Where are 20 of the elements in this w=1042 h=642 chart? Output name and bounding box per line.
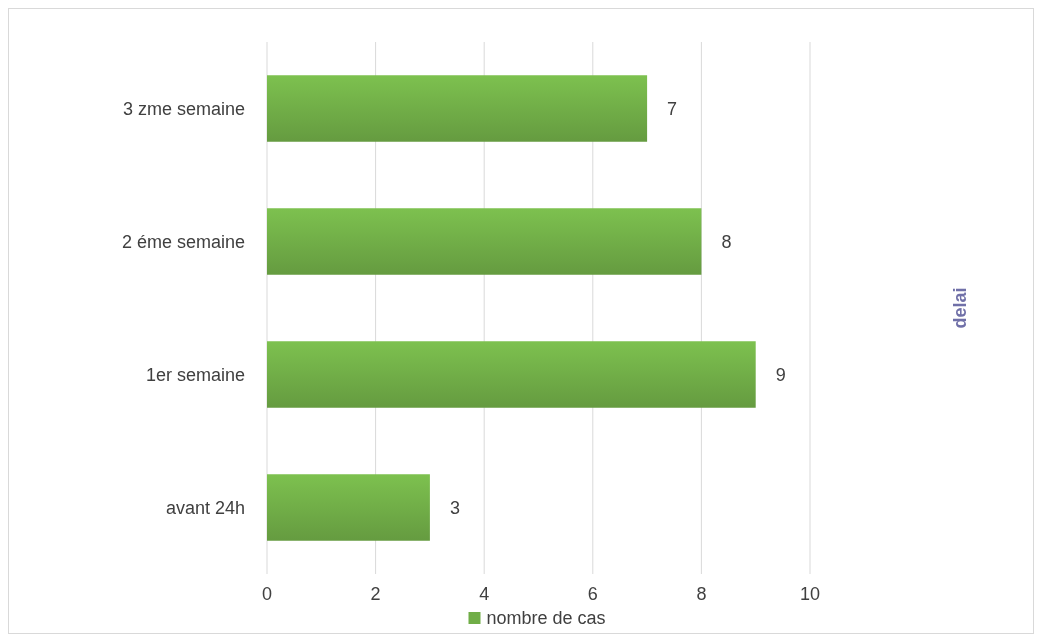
data-label: 9 [775,364,786,385]
x-tick-label: 8 [696,584,707,604]
y-tick-label: 3 zme semaine [122,98,245,119]
data-label: 7 [667,98,678,119]
x-tick-label: 2 [370,584,381,604]
x-tick-label: 4 [479,584,490,604]
bar [267,208,702,275]
x-tick-label: 0 [261,584,273,604]
x-tick-label: 6 [587,584,598,604]
text: delai [950,287,970,329]
data-label: 3 [449,497,460,518]
bar [267,474,430,541]
y-tick-label: 2 éme semaine [121,231,245,252]
data-label: 8 [721,231,732,252]
legend-label: nombre de cas [486,608,606,629]
y-tick-label: avant 24h [165,497,245,518]
y-tick-label: 1er semaine [145,364,245,385]
bar [267,75,648,142]
bar [267,341,756,408]
x-tick-label: 10 [799,584,821,604]
